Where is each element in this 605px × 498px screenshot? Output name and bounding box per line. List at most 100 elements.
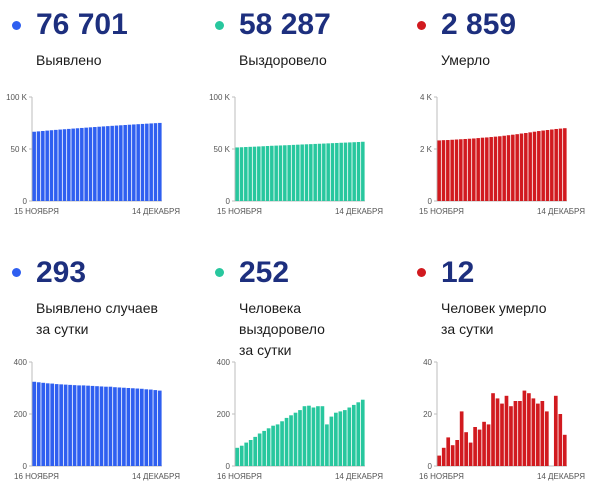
x-tick-label-end: 14 ДЕКАБРЯ (132, 472, 180, 481)
bar (113, 387, 117, 466)
bar (239, 147, 244, 201)
bar (36, 131, 41, 201)
bar (343, 142, 348, 201)
bar (476, 138, 480, 201)
panel-detected: 76 701 Выявлено 0 50 K 100 K 15 НОЯБРЯ 14 ДЕ… (4, 6, 184, 238)
bar (80, 127, 84, 201)
recovered-label: Выздоровело (239, 50, 327, 71)
bar (317, 143, 322, 201)
deaths-chart: 0 2 K 4 K 15 НОЯБРЯ 14 ДЕКАБРЯ (419, 93, 585, 216)
bar (339, 142, 343, 201)
y-tick-label: 0 (23, 197, 28, 206)
bar (274, 145, 278, 201)
bar (50, 383, 55, 466)
bar (500, 403, 504, 466)
y-tick-label: 200 (14, 410, 28, 419)
bar (72, 385, 77, 466)
x-tick-label-end: 14 ДЕКАБРЯ (335, 472, 383, 481)
detected-label-line-1: Выявлено (36, 52, 102, 68)
daily-deaths-chart: 0 20 40 16 НОЯБРЯ 14 ДЕКАБРЯ (419, 358, 585, 481)
bar (41, 382, 46, 466)
bar (325, 424, 329, 466)
bar (244, 442, 249, 466)
bar (360, 399, 365, 466)
bar (322, 143, 326, 201)
bar (108, 386, 113, 466)
bar (302, 406, 307, 466)
bar (467, 138, 472, 201)
y-tick-label: 2 K (420, 145, 433, 154)
bar (338, 411, 343, 466)
panel-daily-detected: 293 Выявлено случаев за сутки 0 200 400 16 … (4, 256, 184, 488)
daily-deaths-label: Человек умерло за сутки (441, 298, 547, 340)
recovered-total: 58 287 (239, 8, 331, 41)
bar (468, 442, 473, 466)
bar (262, 430, 266, 466)
bar (316, 406, 320, 466)
bar (545, 130, 550, 201)
y-tick-label: 0 (428, 197, 433, 206)
x-tick-label-end: 14 ДЕКАБРЯ (537, 207, 585, 216)
bar (132, 124, 136, 201)
bar (280, 421, 284, 466)
bar (75, 128, 80, 201)
bar (329, 416, 334, 466)
bar (558, 128, 563, 201)
x-tick-label-end: 14 ДЕКАБРЯ (335, 207, 383, 216)
y-tick-label: 100 K (209, 93, 231, 102)
y-tick-label: 100 K (6, 93, 28, 102)
deaths-label-line-1: Умерло (441, 52, 491, 68)
bar (153, 390, 158, 466)
bar (441, 447, 446, 466)
x-tick-label-start: 15 НОЯБРЯ (419, 207, 464, 216)
bar (522, 390, 527, 466)
y-tick-label: 200 (217, 410, 231, 419)
bar (489, 137, 493, 201)
x-tick-label-start: 16 НОЯБРЯ (217, 472, 262, 481)
y-tick-label: 0 (226, 462, 231, 471)
bar (63, 384, 68, 466)
bar (540, 401, 545, 466)
bar (45, 130, 49, 201)
bar (509, 406, 513, 466)
y-tick-label: 400 (14, 358, 28, 367)
bar (148, 389, 153, 466)
bar (271, 425, 275, 466)
bar (437, 140, 441, 201)
bar (270, 145, 274, 201)
bar (84, 127, 88, 201)
bar (123, 124, 127, 201)
bar (352, 142, 356, 201)
bar (459, 139, 463, 201)
daily-recovered-label-line-2: за сутки (239, 342, 292, 358)
daily-deaths-dot (417, 268, 426, 277)
bar (104, 386, 108, 466)
bar (278, 145, 283, 201)
bar (284, 417, 289, 466)
bar (257, 146, 261, 201)
bar (450, 445, 455, 466)
bar (54, 129, 58, 201)
x-tick-label-end: 14 ДЕКАБРЯ (537, 472, 585, 481)
bar (311, 407, 316, 466)
bar (244, 147, 248, 201)
bar (287, 145, 291, 201)
daily-detected-label-line-1: Выявлено случаев (36, 300, 158, 316)
bar (347, 407, 352, 466)
bar (248, 146, 252, 201)
bar (454, 139, 459, 201)
bar (67, 128, 71, 201)
bar (480, 137, 485, 201)
bar (528, 132, 532, 201)
panel-deaths: 2 859 Умерло 0 2 K 4 K 15 НОЯБРЯ 14 ДЕКАБРЯ (409, 6, 589, 238)
bar (144, 389, 149, 466)
bar (275, 424, 280, 466)
detected-dot (12, 21, 21, 30)
y-tick-label: 20 (423, 410, 432, 419)
bar (86, 385, 90, 466)
bar (49, 130, 54, 201)
bar (518, 401, 522, 466)
bar (541, 130, 545, 201)
bar (289, 415, 293, 466)
bar (298, 410, 302, 466)
